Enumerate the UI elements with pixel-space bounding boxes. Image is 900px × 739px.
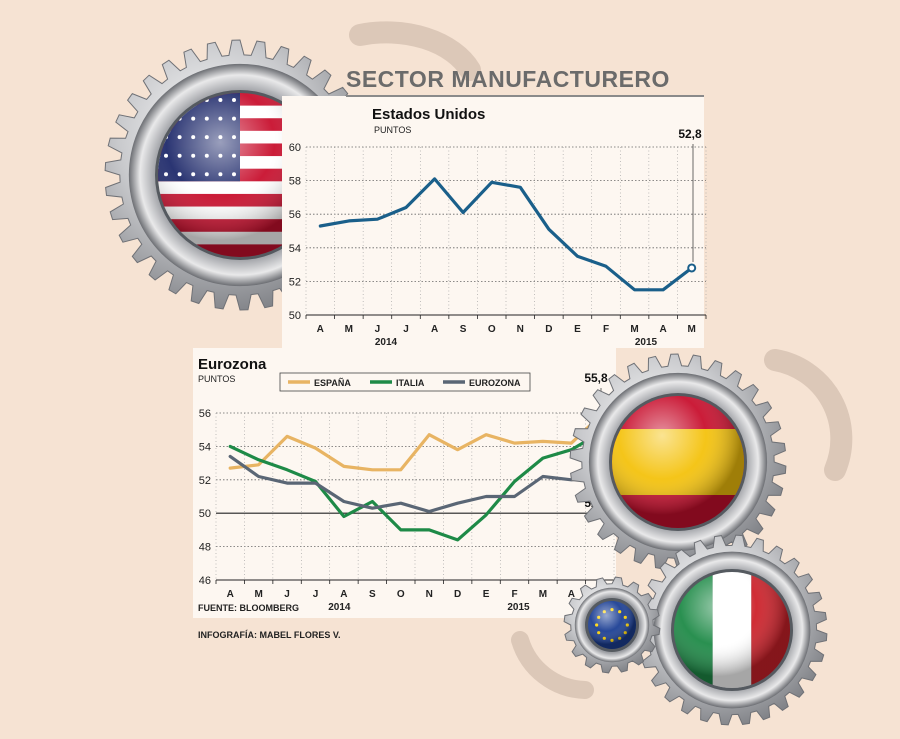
year-label: 2015 xyxy=(635,337,658,348)
eurozone-chart-panel: Eurozona PUNTOS ESPAÑA ITALIA EUROZONA 46 4… xyxy=(193,348,616,618)
y-tick-label: 52 xyxy=(289,276,301,288)
us-chart-title: Estados Unidos xyxy=(372,106,485,123)
year-label: 2014 xyxy=(328,602,351,613)
y-tick-label: 56 xyxy=(199,408,211,420)
value-annotation: 55,8 xyxy=(584,371,608,385)
legend-label: ESPAÑA xyxy=(314,378,351,388)
x-tick-label: E xyxy=(574,324,581,335)
series-line-eurozona xyxy=(228,454,602,514)
series-line-main xyxy=(318,177,694,292)
x-tick-label: A xyxy=(568,589,575,600)
x-tick-label: A xyxy=(317,324,324,335)
eu-flag-gear-icon-gloss xyxy=(588,601,636,649)
x-tick-label: A xyxy=(431,324,438,335)
x-tick-label: D xyxy=(545,324,552,335)
italy-flag-gear-icon-gloss xyxy=(674,572,790,688)
spain-flag-gear-icon xyxy=(569,353,787,571)
x-tick-label: M xyxy=(254,589,262,600)
x-tick-label: O xyxy=(488,324,496,335)
y-tick-label: 46 xyxy=(199,575,211,587)
y-tick-label: 48 xyxy=(199,542,211,554)
flag-gears-foreground xyxy=(563,353,828,726)
x-tick-label: S xyxy=(369,589,376,600)
y-tick-label: 54 xyxy=(199,441,211,453)
x-tick-label: N xyxy=(426,589,433,600)
italy-flag-gear-icon xyxy=(636,534,828,726)
eurozone-y-axis-label: PUNTOS xyxy=(198,374,235,384)
x-tick-label: M xyxy=(345,324,353,335)
series-line-italia xyxy=(228,431,602,542)
eurozone-legend: ESPAÑA ITALIA EUROZONA xyxy=(279,372,531,392)
x-tick-label: M xyxy=(630,324,638,335)
x-tick-label: A xyxy=(340,589,347,600)
year-label: 2014 xyxy=(375,337,398,348)
spain-flag-gear-icon-gloss xyxy=(612,396,744,528)
x-tick-label: M xyxy=(539,589,547,600)
page-title: SECTOR MANUFACTURERO xyxy=(346,66,670,92)
x-tick-label: F xyxy=(511,589,517,600)
series-end-point xyxy=(687,263,697,273)
x-tick-label: O xyxy=(397,589,405,600)
y-tick-label: 56 xyxy=(289,209,301,221)
x-tick-label: J xyxy=(403,324,409,335)
us-plot-area: 50 52 54 56 58 60 A M J J A S O N D E F M A M 2014 2015 52,8 xyxy=(289,127,707,348)
us-flag-gear-icon-gloss xyxy=(158,93,322,257)
x-tick-label: M xyxy=(688,324,696,335)
x-tick-label: S xyxy=(460,324,467,335)
y-tick-label: 50 xyxy=(289,310,301,322)
us-y-axis-label: PUNTOS xyxy=(374,125,411,135)
legend-label: EUROZONA xyxy=(469,378,521,388)
infographic-credit: INFOGRAFÍA: MABEL FLORES V. xyxy=(198,630,341,640)
value-annotation: 52,8 xyxy=(678,127,702,141)
us-chart-panel: Estados Unidos PUNTOS 50 52 54 56 58 60 A M J J A S… xyxy=(282,96,707,348)
eurozone-chart-title: Eurozona xyxy=(198,356,267,373)
decor-arcs xyxy=(349,21,853,699)
y-tick-label: 54 xyxy=(289,243,301,255)
source-note: FUENTE: BLOOMBERG xyxy=(198,603,299,613)
y-tick-label: 52 xyxy=(199,475,211,487)
legend-label: ITALIA xyxy=(396,378,425,388)
x-tick-label: J xyxy=(375,324,381,335)
x-tick-label: E xyxy=(483,589,490,600)
legend-box xyxy=(279,372,531,392)
x-tick-label: J xyxy=(284,589,290,600)
series-line-españa xyxy=(228,414,602,472)
title-rule xyxy=(346,95,704,97)
y-tick-label: 50 xyxy=(199,508,211,520)
x-tick-label: F xyxy=(603,324,609,335)
y-tick-label: 60 xyxy=(289,142,301,154)
eu-flag-gear-icon xyxy=(563,576,661,674)
x-tick-label: A xyxy=(227,589,234,600)
x-tick-label: A xyxy=(660,324,667,335)
x-tick-label: N xyxy=(517,324,524,335)
x-tick-label: D xyxy=(454,589,461,600)
x-tick-label: J xyxy=(313,589,319,600)
y-tick-label: 58 xyxy=(289,176,301,188)
year-label: 2015 xyxy=(507,602,530,613)
